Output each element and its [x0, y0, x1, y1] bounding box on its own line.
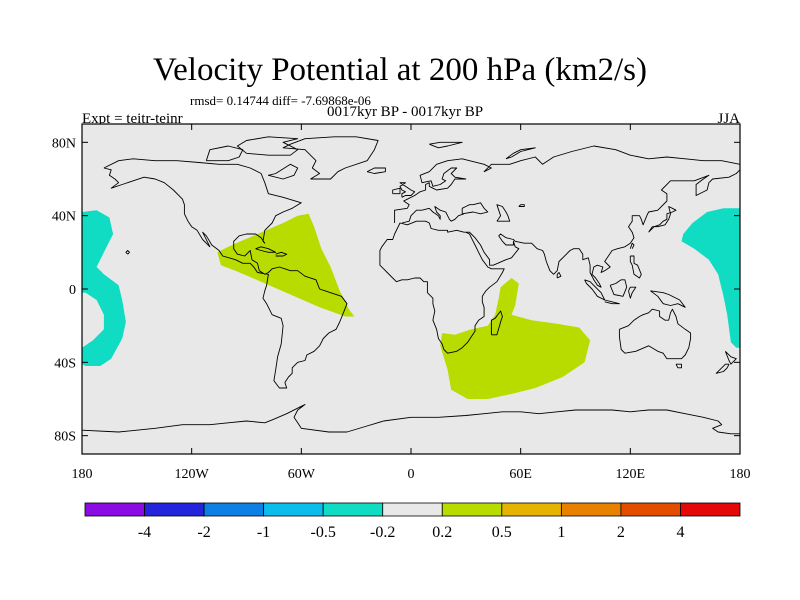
colorbar-swatch	[322, 502, 384, 517]
coastline-15	[490, 310, 503, 336]
coastline-32	[505, 147, 536, 160]
coastline-9	[401, 206, 465, 224]
coastline-8	[379, 145, 740, 354]
colorbar-swatch	[680, 502, 741, 517]
colorbar-swatch	[203, 502, 265, 517]
coastline-21	[650, 290, 686, 308]
coastline-18	[604, 299, 620, 305]
colorbar-swatch	[620, 502, 681, 517]
coastline-26	[648, 206, 677, 233]
coastline-30	[82, 404, 740, 435]
colorbar-swatch	[263, 502, 324, 517]
colorbar-label: -0.2	[370, 524, 395, 541]
colorbar-label: 0.2	[432, 524, 452, 541]
coastline-3	[205, 145, 244, 162]
coastline-20	[628, 286, 637, 299]
coastline-14	[392, 187, 401, 195]
coastline-19	[609, 279, 628, 297]
colorbar-swatch	[144, 502, 205, 517]
coastline-11	[496, 204, 511, 222]
coastline-25	[715, 363, 730, 374]
colorbar-label: 2	[617, 524, 625, 541]
coastline-6	[275, 251, 288, 257]
coastline-0	[103, 158, 348, 389]
coastline-29	[125, 250, 130, 255]
coastline-27	[629, 242, 635, 249]
coastline-10	[461, 202, 489, 215]
x-tick-label: 180	[72, 467, 93, 482]
colorbar-swatch	[441, 502, 503, 517]
x-tick-label: 60E	[509, 467, 532, 482]
colorbar-swatch	[501, 502, 562, 517]
x-tick-label: 120E	[616, 467, 646, 482]
y-tick-label: 40N	[52, 210, 76, 225]
colorbar-label: -1	[257, 524, 270, 541]
coastline-12	[518, 204, 525, 207]
left-label: Expt = teitr-teinr	[82, 111, 183, 127]
coastline-16	[556, 272, 562, 279]
x-tick-label: 60W	[288, 467, 316, 482]
y-tick-label: 40S	[54, 356, 76, 371]
x-tick-label: 0	[408, 467, 415, 482]
right-label: JJA	[717, 111, 740, 127]
coastline-1	[267, 163, 299, 180]
x-tick-label: 180	[730, 467, 751, 482]
coastline-23	[675, 363, 682, 369]
coastline-24	[724, 350, 737, 365]
contour-regions	[82, 208, 740, 399]
coastline-22	[618, 308, 692, 360]
region-negative-pacific-west	[82, 210, 126, 366]
plot-background	[82, 124, 740, 454]
colorbar-label: -0.5	[311, 524, 336, 541]
region-positive-south-africa	[440, 278, 591, 399]
region-positive-tropical-atlantic	[217, 213, 355, 317]
axes: 180 120W 60W 0 60E 120E 180 80N 40N 0 40S 80S	[52, 124, 751, 482]
center-label: 0017kyr BP - 0017kyr BP	[326, 104, 484, 120]
colorbar-label: -2	[197, 524, 210, 541]
colorbar-label: -4	[138, 524, 151, 541]
y-tick-label: 80N	[52, 136, 76, 151]
colorbar-swatch	[84, 502, 145, 517]
colorbar-swatch	[560, 502, 622, 517]
y-tick-label: 0	[69, 283, 76, 298]
coastline-5	[255, 246, 277, 253]
colorbar: -4 -2 -1 -0.5 -0.2 0.2 0.5 1 2 4	[84, 502, 741, 541]
coastline-2	[282, 136, 379, 180]
x-tick-label: 120W	[175, 467, 210, 482]
colorbar-swatch	[382, 502, 443, 517]
coastline-4	[236, 136, 299, 156]
chart-title: Velocity Potential at 200 hPa (km2/s)	[152, 52, 648, 88]
chart-subtitle: rmsd= 0.14744 diff= -7.69868e-06	[190, 93, 371, 108]
region-negative-pacific-east	[681, 208, 740, 348]
coastlines	[82, 136, 740, 435]
y-tick-label: 80S	[54, 430, 76, 445]
colorbar-label: 1	[557, 524, 565, 541]
coastline-7	[366, 167, 386, 174]
coastline-28	[629, 255, 642, 279]
coastline-13	[399, 182, 416, 198]
colorbar-label: 0.5	[492, 524, 512, 541]
colorbar-label: 4	[677, 524, 685, 541]
coastline-31	[429, 141, 463, 149]
